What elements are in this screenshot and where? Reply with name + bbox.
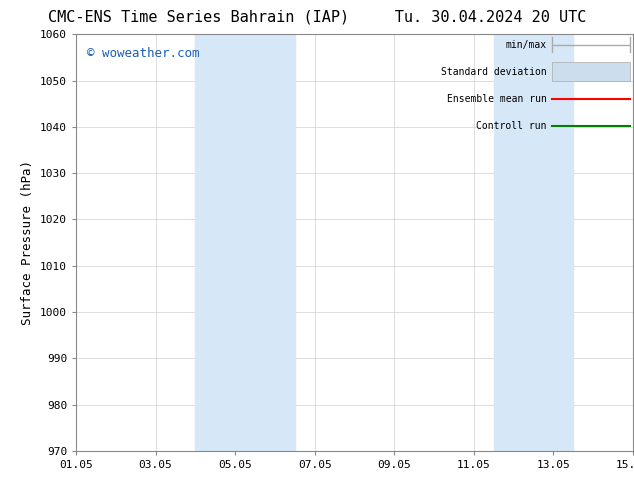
Text: Ensemble mean run: Ensemble mean run — [446, 94, 547, 104]
Bar — [195, 34, 295, 451]
FancyBboxPatch shape — [552, 62, 630, 81]
Bar — [493, 34, 573, 451]
Y-axis label: Surface Pressure (hPa): Surface Pressure (hPa) — [22, 160, 34, 325]
Text: Controll run: Controll run — [476, 121, 547, 131]
Text: © woweather.com: © woweather.com — [87, 47, 200, 60]
Text: CMC-ENS Time Series Bahrain (IAP)     Tu. 30.04.2024 20 UTC: CMC-ENS Time Series Bahrain (IAP) Tu. 30… — [48, 10, 586, 25]
Text: Standard deviation: Standard deviation — [441, 67, 547, 77]
Text: min/max: min/max — [505, 40, 547, 49]
